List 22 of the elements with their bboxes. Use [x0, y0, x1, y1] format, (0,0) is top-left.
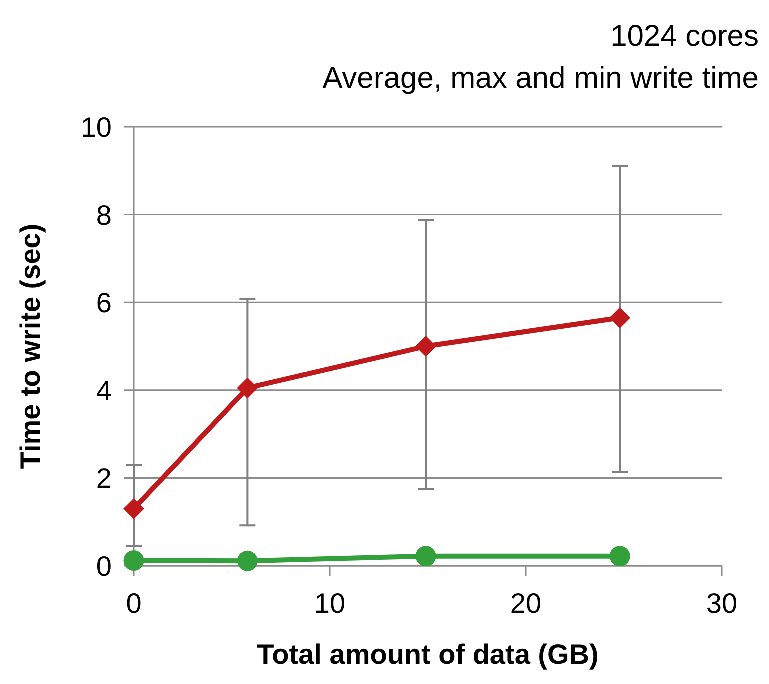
- point: [124, 550, 144, 571]
- point: [416, 336, 437, 357]
- y-tick-label: 10: [80, 112, 112, 143]
- point: [610, 307, 631, 328]
- x-axis-title: Total amount of data (GB): [257, 639, 599, 670]
- y-tick-label: 0: [96, 551, 112, 582]
- point: [237, 550, 258, 572]
- y-tick-label: 4: [96, 375, 112, 406]
- x-tick-label: 10: [314, 588, 346, 619]
- point: [610, 546, 630, 567]
- y-tick-label: 6: [96, 288, 112, 319]
- y-tick-label: 8: [96, 200, 112, 231]
- x-tick-label: 30: [706, 588, 738, 619]
- chart-subtitle: Average, max and min write time: [322, 62, 759, 95]
- point: [124, 498, 144, 520]
- y-axis-title: Time to write (sec): [15, 224, 46, 470]
- point: [237, 378, 258, 399]
- point: [416, 546, 436, 567]
- y-tick-label: 2: [96, 463, 112, 494]
- chart-title: 1024 cores: [610, 20, 759, 53]
- x-tick-label: 20: [510, 588, 542, 619]
- x-tick-label: 0: [126, 588, 142, 619]
